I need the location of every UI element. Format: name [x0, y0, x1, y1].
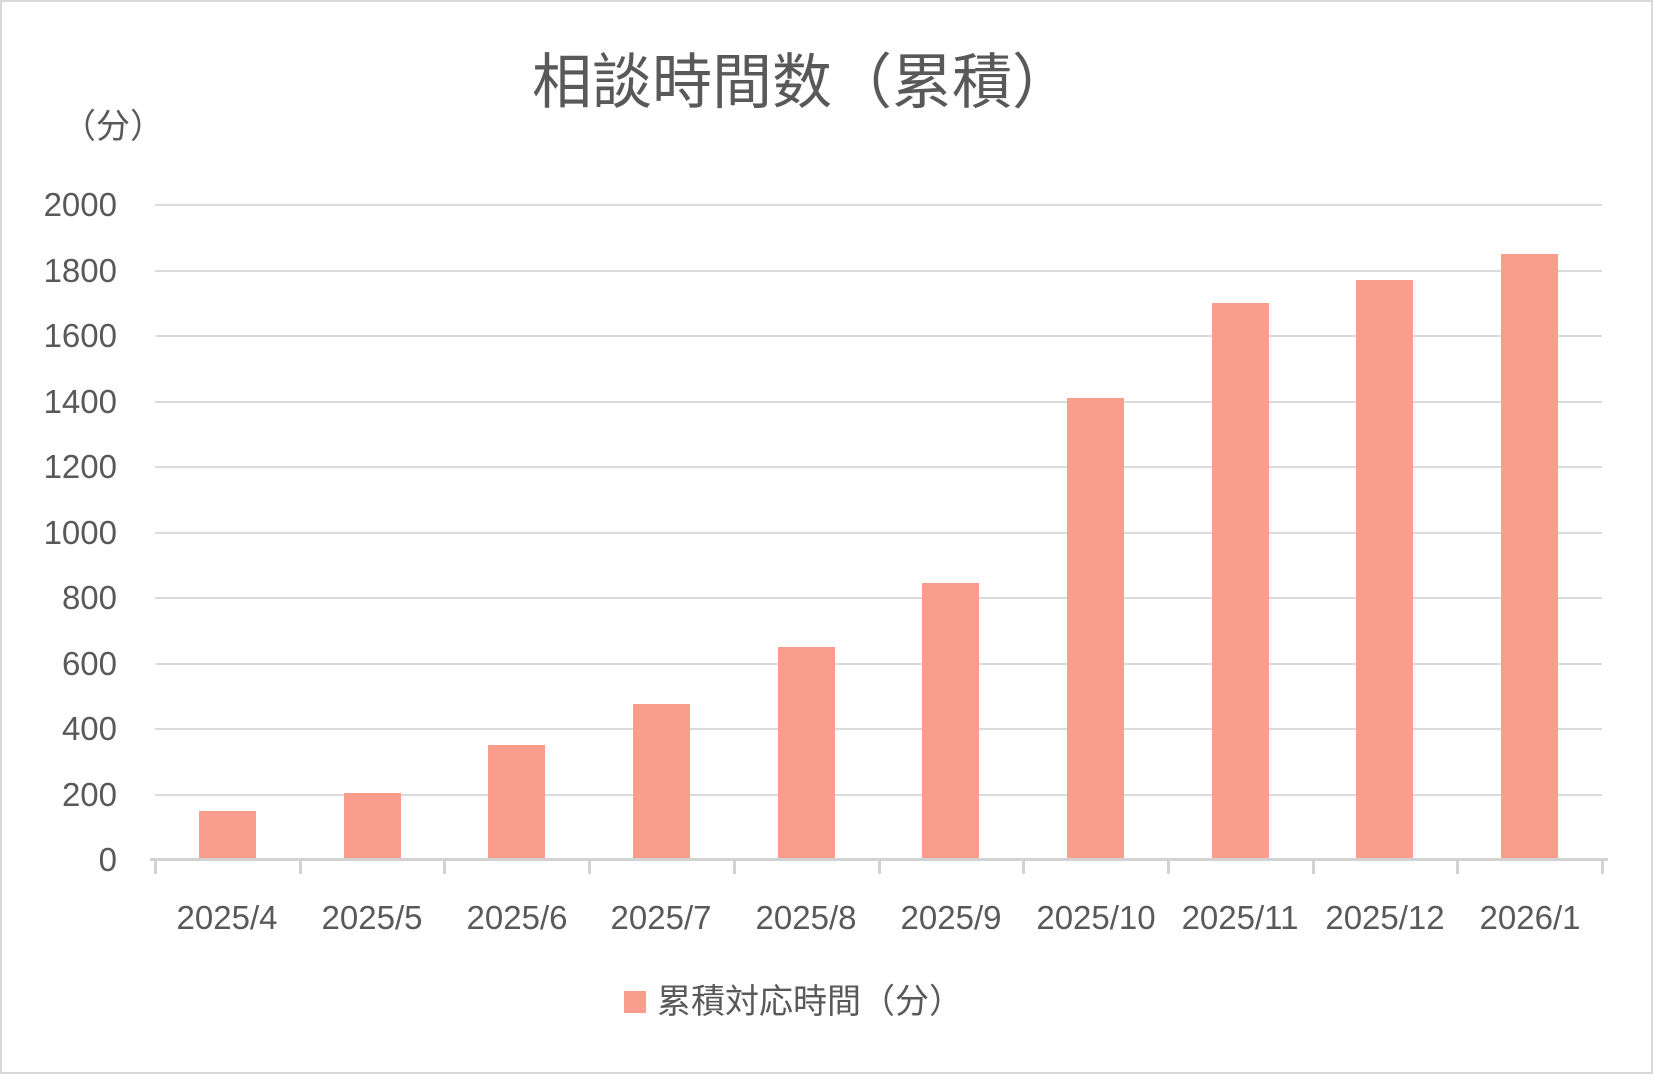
gridline	[155, 663, 1602, 665]
y-axis-unit-label: （分）	[62, 108, 164, 146]
bar-2025/10	[1067, 398, 1124, 860]
x-axis-label-2025/8: 2025/8	[755, 899, 857, 936]
y-axis-label-1000: 1000	[43, 514, 117, 551]
x-axis-label-2025/12: 2025/12	[1325, 899, 1445, 936]
bar-2026/1	[1501, 254, 1558, 860]
x-axis-tick	[1167, 861, 1170, 874]
y-axis-label-1400: 1400	[43, 383, 117, 420]
x-axis-tick	[1022, 861, 1025, 874]
gridline	[155, 270, 1602, 272]
x-axis-label-2026/1: 2026/1	[1479, 899, 1581, 936]
y-axis-label-200: 200	[61, 776, 117, 813]
x-axis-label-2025/10: 2025/10	[1036, 899, 1156, 936]
y-axis-label-0: 0	[98, 841, 117, 878]
gridline	[155, 597, 1602, 599]
gridline	[155, 532, 1602, 534]
x-axis-tick	[588, 861, 591, 874]
bar-2025/6	[488, 745, 545, 860]
x-axis-line	[150, 858, 1608, 861]
y-axis-label-1200: 1200	[43, 448, 117, 485]
x-axis-label-2025/5: 2025/5	[321, 899, 423, 936]
x-axis-label-2025/11: 2025/11	[1181, 899, 1299, 936]
x-axis-tick	[1456, 861, 1459, 874]
x-axis-label-2025/9: 2025/9	[900, 899, 1002, 936]
bar-2025/8	[778, 647, 835, 860]
x-axis-label-2025/4: 2025/4	[176, 899, 278, 936]
y-axis-label-800: 800	[61, 579, 117, 616]
bar-2025/9	[922, 583, 979, 860]
x-axis-tick	[299, 861, 302, 874]
x-axis-label-2025/7: 2025/7	[610, 899, 712, 936]
gridline	[155, 335, 1602, 337]
bar-2025/4	[199, 811, 256, 860]
gridline	[155, 401, 1602, 403]
gridline	[155, 466, 1602, 468]
gridline	[155, 728, 1602, 730]
x-axis-tick	[1312, 861, 1315, 874]
bar-2025/12	[1356, 280, 1413, 860]
legend-swatch-icon	[624, 991, 646, 1013]
y-axis-label-2000: 2000	[43, 186, 117, 223]
x-axis-label-2025/6: 2025/6	[466, 899, 568, 936]
gridline	[155, 794, 1602, 796]
bar-2025/5	[344, 793, 401, 860]
y-axis-label-1800: 1800	[43, 252, 117, 289]
y-axis-label-400: 400	[61, 710, 117, 747]
x-axis-tick	[878, 861, 881, 874]
legend-label: 累積対応時間（分）	[657, 983, 963, 1021]
x-axis-tick	[154, 861, 157, 874]
x-axis-tick	[1601, 861, 1604, 874]
bar-2025/11	[1212, 303, 1269, 860]
x-axis-tick	[733, 861, 736, 874]
bar-2025/7	[633, 704, 690, 860]
x-axis-tick	[443, 861, 446, 874]
y-axis-label-600: 600	[61, 645, 117, 682]
chart-title: 相談時間数（累積）	[532, 49, 1072, 116]
legend: 累積対応時間（分）	[624, 980, 963, 1024]
plot-area	[150, 204, 1608, 874]
gridline	[155, 204, 1602, 206]
y-axis-label-1600: 1600	[43, 317, 117, 354]
